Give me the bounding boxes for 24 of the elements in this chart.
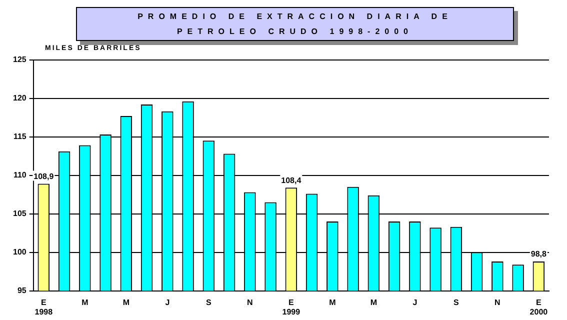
x-tick-label: M <box>82 298 89 307</box>
y-tick-label: 105 <box>12 209 27 218</box>
x-tick-label: N <box>247 298 254 307</box>
y-tick-label: 120 <box>12 94 27 103</box>
data-label: 108,9 <box>34 172 54 181</box>
y-tick-label: 100 <box>12 248 27 257</box>
x-tick-label: M <box>329 298 336 307</box>
x-tick-label: S <box>454 298 460 307</box>
y-tick-label: 125 <box>12 55 27 64</box>
chart-title: PROMEDIO DE EXTRACCION DIARIA DE PETROLEO CRUDO 1998-2000 <box>76 7 514 41</box>
y-tick-label: 110 <box>13 170 27 180</box>
x-tick-label: J <box>412 298 418 307</box>
x-tick-label: E 2000 <box>530 298 548 316</box>
x-tick-label: S <box>206 298 212 307</box>
x-tick-label: M <box>370 298 378 307</box>
data-label: 98,8 <box>530 250 548 259</box>
x-tick-label: M <box>122 298 130 307</box>
x-tick-label: J <box>165 298 170 307</box>
data-label: 108,4 <box>281 176 302 185</box>
y-tick-label: 115 <box>13 132 27 142</box>
x-tick-label: E 1998 <box>34 298 54 316</box>
x-tick-label: E 1999 <box>282 298 301 316</box>
y-tick-label: 95 <box>17 286 27 296</box>
x-tick-label: N <box>494 298 501 307</box>
